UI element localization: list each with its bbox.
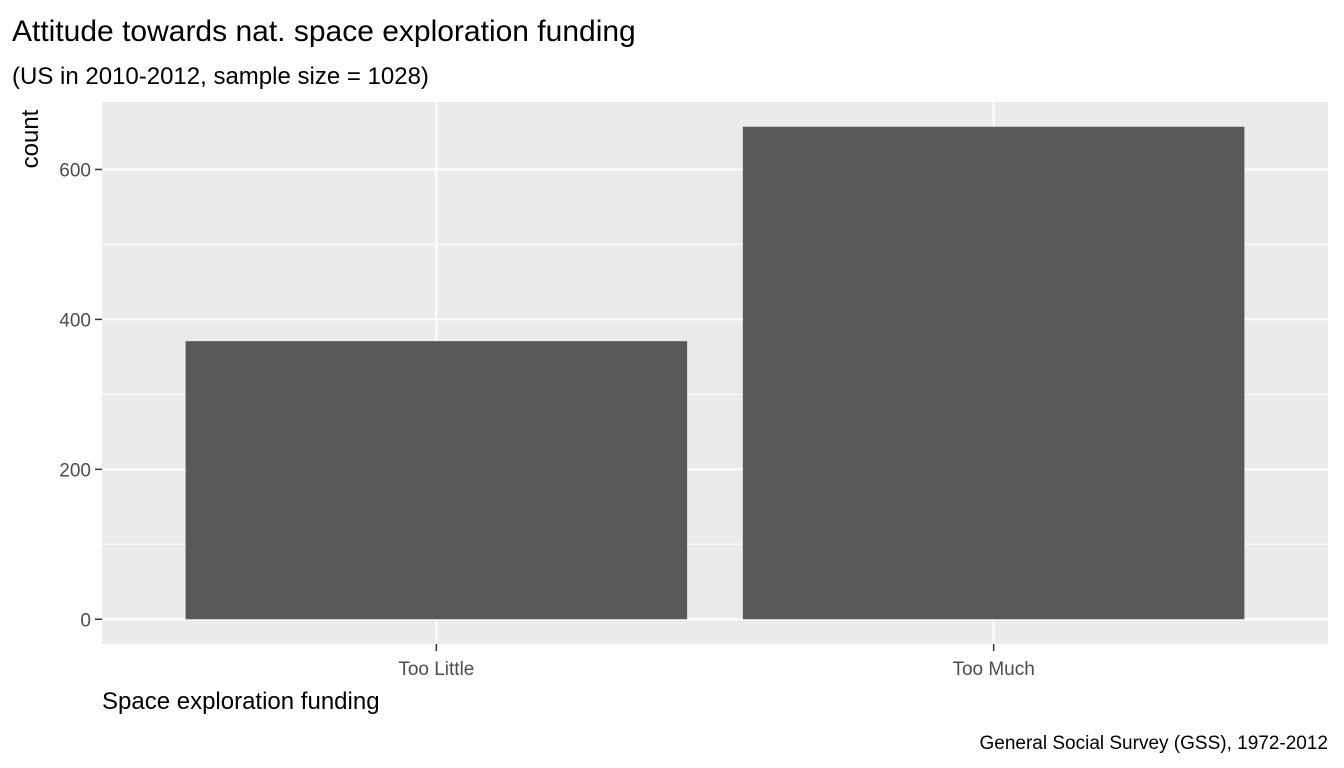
x-tick-label: Too Much [952,659,1034,680]
y-tick-label: 400 [59,310,91,331]
y-axis: 0 200 400 600 [59,160,102,631]
x-axis: Too Little Too Much [398,644,1035,680]
y-tick-label: 0 [80,610,91,631]
bar [185,341,688,620]
x-tick-label: Too Little [398,659,474,680]
bars [185,126,1245,620]
chart-title: Attitude towards nat. space exploration … [12,15,636,48]
y-tick-label: 600 [59,160,91,181]
y-axis-title: count [17,109,44,168]
chart-subtitle: (US in 2010-2012, sample size = 1028) [12,63,429,90]
x-axis-title: Space exploration funding [102,688,380,715]
bar [742,126,1245,620]
chart-caption: General Social Survey (GSS), 1972-2012 [979,733,1328,754]
y-tick-label: 200 [59,460,91,481]
